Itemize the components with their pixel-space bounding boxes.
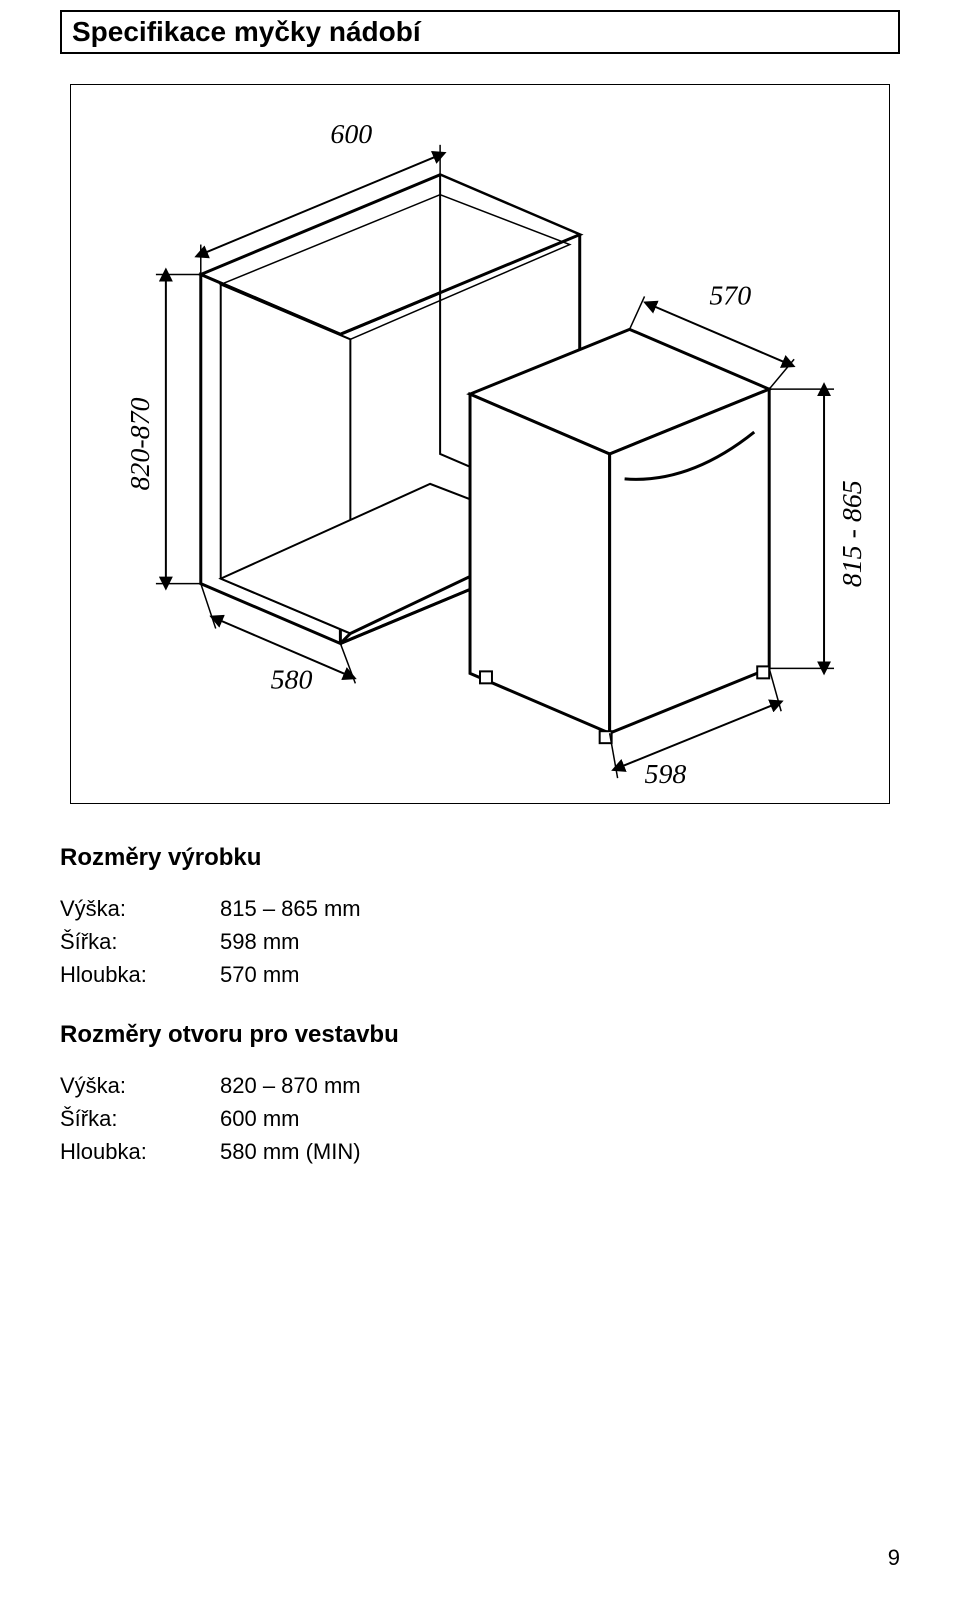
dim-left-label: 820-870 xyxy=(125,397,156,490)
spec-row: Šířka: 600 mm xyxy=(60,1102,900,1135)
dim-bl-label: 580 xyxy=(271,664,313,695)
spec-value: 600 mm xyxy=(220,1102,900,1135)
spec-row: Výška: 820 – 870 mm xyxy=(60,1069,900,1102)
spec-label: Výška: xyxy=(60,1069,220,1102)
product-dims-heading: Rozměry výrobku xyxy=(60,844,900,872)
product-dims-table: Výška: 815 – 865 mm Šířka: 598 mm Hloubk… xyxy=(60,892,900,991)
spec-row: Výška: 815 – 865 mm xyxy=(60,892,900,925)
page-title: Specifikace myčky nádobí xyxy=(72,16,888,48)
opening-dims-table: Výška: 820 – 870 mm Šířka: 600 mm Hloubk… xyxy=(60,1069,900,1168)
spec-value: 815 – 865 mm xyxy=(220,892,900,925)
spec-value: 570 mm xyxy=(220,958,900,991)
spec-label: Šířka: xyxy=(60,925,220,958)
opening-dims-heading: Rozměry otvoru pro vestavbu xyxy=(60,1021,900,1049)
page-number: 9 xyxy=(888,1545,900,1571)
spec-label: Hloubka: xyxy=(60,958,220,991)
dim-top-label: 600 xyxy=(330,119,372,150)
spec-value: 580 mm (MIN) xyxy=(220,1135,900,1168)
dim-rs-label: 815 - 865 xyxy=(837,480,868,587)
dim-rt-label: 570 xyxy=(709,280,751,311)
spec-row: Hloubka: 580 mm (MIN) xyxy=(60,1135,900,1168)
dimension-diagram: 600 820-870 580 598 570 815 - 865 xyxy=(70,84,890,804)
dim-br-label: 598 xyxy=(645,759,687,790)
spec-row: Šířka: 598 mm xyxy=(60,925,900,958)
diagram-svg: 600 820-870 580 598 570 815 - 865 xyxy=(71,85,889,803)
spec-value: 820 – 870 mm xyxy=(220,1069,900,1102)
spec-label: Výška: xyxy=(60,892,220,925)
title-box: Specifikace myčky nádobí xyxy=(60,10,900,54)
spec-label: Hloubka: xyxy=(60,1135,220,1168)
spec-value: 598 mm xyxy=(220,925,900,958)
spec-row: Hloubka: 570 mm xyxy=(60,958,900,991)
spec-label: Šířka: xyxy=(60,1102,220,1135)
